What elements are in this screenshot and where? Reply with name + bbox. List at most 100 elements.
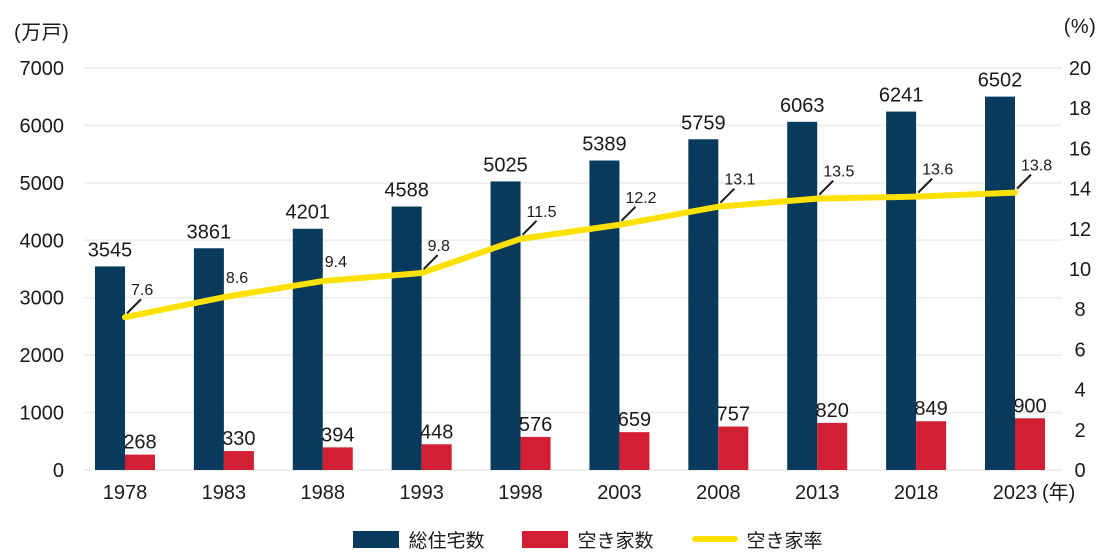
rate-callout-line — [719, 187, 736, 204]
vacant-housing-bar — [1015, 418, 1045, 470]
x-axis-year-label: 2013 — [795, 482, 840, 504]
total-housing-value-label: 6241 — [879, 85, 924, 107]
vacancy-rate-value-label: 9.4 — [325, 254, 347, 271]
total-housing-bar — [985, 96, 1015, 470]
vacancy-rate-value-label: 13.6 — [922, 162, 953, 179]
total-housing-bar — [391, 206, 422, 471]
total-housing-legend-label: 総住宅数 — [408, 530, 485, 552]
rate-callout-line — [422, 254, 439, 270]
total-housing-swatch — [353, 530, 400, 548]
vacancy-rate-value-label: 13.5 — [823, 164, 854, 181]
total-housing-bar — [292, 228, 323, 470]
vacancy-rate-value-label: 12.2 — [625, 190, 656, 207]
total-housing-bar — [193, 248, 224, 470]
left-axis-title: (万戸) — [14, 22, 70, 44]
total-housing-bar — [688, 139, 719, 470]
right-axis-tick: 14 — [1069, 179, 1091, 201]
vacant-housing-value-label: 900 — [1013, 395, 1046, 417]
total-housing-value-label: 6502 — [978, 70, 1023, 92]
vacancy-rate-value-label: 13.1 — [724, 172, 755, 189]
total-housing-value-label: 5759 — [681, 112, 726, 134]
vacant-housing-value-label: 757 — [717, 404, 750, 426]
right-axis-tick: 20 — [1069, 58, 1091, 80]
vacant-housing-bar — [718, 426, 749, 470]
left-axis-tick: 5000 — [20, 173, 65, 195]
total-housing-value-label: 5389 — [582, 134, 627, 156]
left-axis-tick: 7000 — [20, 58, 65, 80]
x-axis-unit-suffix: (年) — [1042, 481, 1075, 504]
right-axis-tick: 4 — [1074, 380, 1085, 402]
vacancy-rate-value-label: 8.6 — [226, 270, 248, 287]
left-axis-tick: 4000 — [20, 230, 65, 252]
vacant-housing-bar — [421, 444, 452, 470]
total-housing-bar — [787, 121, 818, 470]
vacant-housing-value-label: 394 — [321, 424, 354, 446]
right-axis-tick: 0 — [1074, 460, 1085, 482]
rate-callout-line — [917, 177, 933, 194]
legend-item-total-housing: 総住宅数 — [353, 526, 484, 553]
vacancy-rate-value-label: 9.8 — [428, 238, 450, 255]
x-axis-year-label: 2003 — [597, 482, 642, 504]
vacant-housing-bar — [817, 422, 848, 470]
total-housing-value-label: 4201 — [286, 202, 331, 224]
total-housing-bar — [95, 266, 125, 470]
vacant-housing-bar — [916, 421, 947, 470]
right-axis-tick: 12 — [1069, 219, 1091, 241]
vacant-housing-bar — [619, 432, 650, 470]
left-axis-tick: 6000 — [20, 115, 65, 137]
right-axis-tick: 16 — [1069, 138, 1091, 160]
right-axis-tick: 18 — [1069, 98, 1091, 120]
x-axis-year-label: 2018 — [894, 482, 939, 504]
legend-item-vacancy-rate: 空き家率 — [691, 526, 823, 553]
right-axis-tick: 2 — [1074, 420, 1085, 442]
right-axis-title: (%) — [1063, 16, 1097, 38]
total-housing-bar — [589, 160, 620, 470]
x-axis-year-label: 1993 — [399, 482, 444, 504]
legend: 総住宅数 空き家数 空き家率 — [0, 526, 1112, 552]
total-housing-value-label: 5025 — [483, 154, 528, 176]
vacant-housing-value-label: 849 — [914, 398, 947, 420]
right-axis-tick: 8 — [1074, 299, 1085, 321]
x-axis-year-label: 2023 — [993, 482, 1038, 504]
rate-callout-line — [521, 220, 538, 236]
left-axis-tick: 2000 — [20, 345, 65, 367]
vacant-housing-value-label: 330 — [222, 428, 255, 450]
vacant-housing-legend-label: 空き家数 — [577, 530, 654, 552]
vacant-housing-bar — [125, 454, 155, 470]
vacant-housing-swatch — [522, 530, 569, 548]
vacancy-rate-value-label: 7.6 — [131, 282, 153, 299]
vacant-housing-value-label: 576 — [519, 414, 552, 436]
left-axis-tick: 3000 — [20, 288, 65, 310]
total-housing-value-label: 4588 — [384, 180, 429, 202]
vacant-housing-bar — [520, 436, 551, 470]
vacant-housing-value-label: 659 — [618, 409, 651, 431]
total-housing-bar — [490, 181, 521, 470]
rate-callout-line — [1016, 173, 1032, 190]
vacancy-rate-line-swatch — [691, 536, 738, 542]
vacancy-rate-line — [122, 189, 1018, 321]
vacant-housing-bar — [322, 447, 353, 470]
total-housing-value-label: 3861 — [187, 221, 232, 243]
x-axis-year-label: 1998 — [498, 482, 543, 504]
left-axis-tick: 0 — [53, 460, 64, 482]
vacancy-rate-value-label: 13.8 — [1021, 158, 1052, 175]
vacant-housing-value-label: 820 — [816, 400, 849, 422]
x-axis-year-label: 1978 — [103, 482, 148, 504]
rate-callout-line — [818, 179, 834, 196]
vacant-housing-bar — [223, 451, 254, 470]
right-axis-tick: 10 — [1069, 259, 1091, 281]
x-axis-year-label: 1988 — [301, 482, 346, 504]
total-housing-bar — [886, 111, 917, 470]
vacancy-rate-value-label: 11.5 — [527, 204, 557, 221]
left-axis-tick: 1000 — [20, 403, 65, 425]
total-housing-value-label: 6063 — [780, 95, 825, 117]
total-housing-value-label: 3545 — [88, 239, 133, 261]
vacant-housing-value-label: 448 — [420, 421, 453, 443]
x-axis-year-label: 1983 — [202, 482, 247, 504]
rate-callout-line — [126, 298, 142, 314]
rate-callout-line — [620, 206, 637, 222]
vacancy-rate-legend-label: 空き家率 — [746, 530, 823, 552]
x-axis-year-label: 2008 — [696, 482, 741, 504]
legend-item-vacant-housing: 空き家数 — [522, 526, 654, 553]
